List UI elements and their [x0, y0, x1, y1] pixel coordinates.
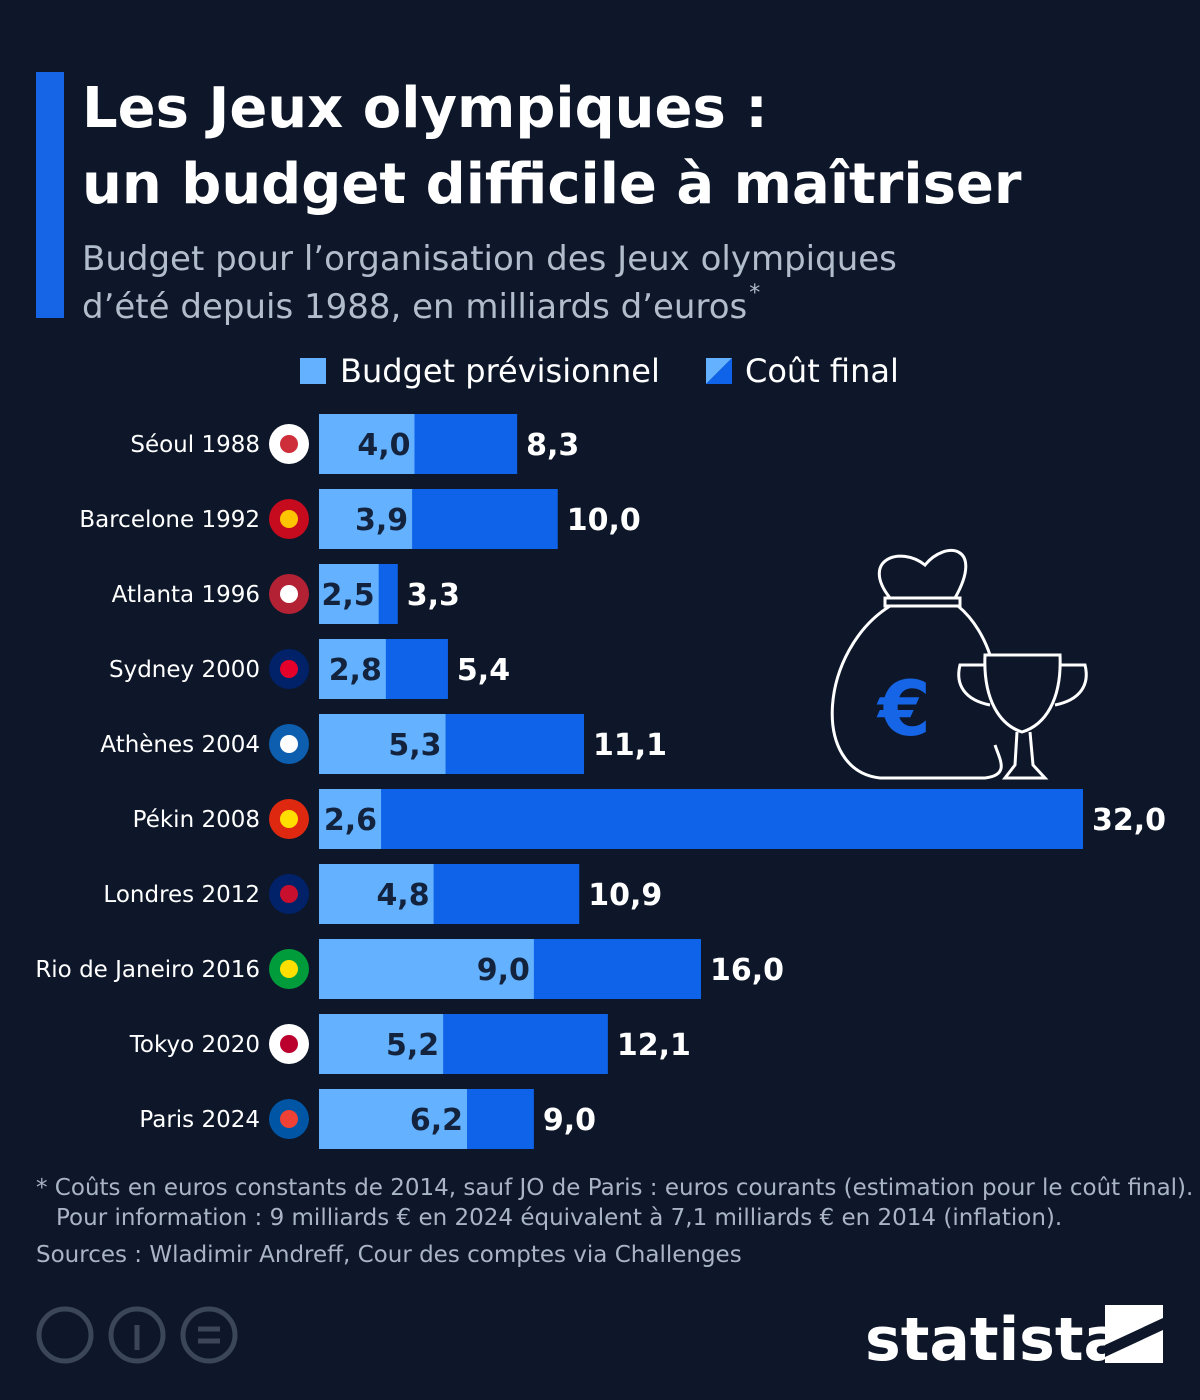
value-label: 2,8: [329, 653, 382, 688]
flag: [280, 435, 298, 453]
value-label: 2,6: [324, 803, 377, 838]
value-label: 3,3: [407, 578, 460, 613]
category-label: Pékin 2008: [133, 807, 260, 833]
flag: [280, 1035, 298, 1053]
flag: [280, 810, 298, 828]
bar-budget: [319, 939, 534, 999]
brand-logo: [1105, 1305, 1163, 1363]
bar-budget: [319, 714, 446, 774]
bar-final: [319, 789, 1083, 849]
value-label: 3,9: [355, 503, 408, 538]
euro-icon: €: [876, 664, 931, 753]
footnote: * Coûts en euros constants de 2014, sauf…: [36, 1175, 1193, 1201]
value-label: 5,4: [457, 653, 510, 688]
brand: statista: [865, 1305, 1124, 1375]
legend-label: Coût final: [745, 352, 899, 390]
license-icons: [36, 1306, 238, 1364]
flag: [280, 960, 298, 978]
legend-swatch: [706, 358, 732, 384]
value-label: 8,3: [526, 428, 579, 463]
category-label: Sydney 2000: [109, 657, 260, 683]
category-label: Barcelone 1992: [79, 507, 260, 533]
bar-budget: [319, 414, 415, 474]
flag: [280, 1110, 298, 1128]
flag: [280, 510, 298, 528]
flag: [280, 735, 298, 753]
value-label: 6,2: [410, 1103, 463, 1138]
value-label: 5,3: [388, 728, 441, 763]
bar-budget: [319, 789, 382, 849]
bar-budget: [319, 1014, 444, 1074]
legend-swatch: [300, 358, 326, 384]
money-icon: [830, 549, 1088, 780]
category-label: Rio de Janeiro 2016: [35, 957, 260, 983]
category-label: Londres 2012: [103, 882, 260, 908]
value-label: 2,5: [322, 578, 375, 613]
subtitle: d’été depuis 1988, en milliards d’euros: [82, 287, 747, 327]
category-label: Paris 2024: [139, 1107, 260, 1133]
flag: [280, 585, 298, 603]
bar-budget: [319, 1089, 468, 1149]
value-label: 12,1: [617, 1028, 691, 1063]
accent-bar: [36, 72, 64, 318]
value-label: 32,0: [1092, 803, 1166, 838]
subtitle: Budget pour l’organisation des Jeux olym…: [82, 239, 897, 279]
value-label: 4,8: [376, 878, 429, 913]
value-label: 16,0: [710, 953, 784, 988]
bar-budget: [319, 864, 434, 924]
value-label: 10,0: [567, 503, 641, 538]
flag: [280, 885, 298, 903]
value-label: 9,0: [543, 1103, 596, 1138]
value-label: 11,1: [593, 728, 667, 763]
chart-title: Les Jeux olympiques :: [82, 76, 768, 141]
value-label: 4,0: [357, 428, 410, 463]
value-label: 5,2: [386, 1028, 439, 1063]
bar-budget: [319, 489, 413, 549]
category-label: Atlanta 1996: [112, 582, 260, 608]
legend-label: Budget prévisionnel: [340, 352, 660, 390]
bar-budget: [319, 564, 379, 624]
chart-title: un budget difficile à maîtriser: [82, 152, 1022, 217]
value-label: 9,0: [477, 953, 530, 988]
category-label: Athènes 2004: [100, 732, 260, 758]
category-label: Séoul 1988: [130, 432, 260, 458]
bar-budget: [319, 639, 386, 699]
category-label: Tokyo 2020: [129, 1032, 260, 1058]
source: Sources : Wladimir Andreff, Cour des com…: [36, 1242, 742, 1268]
subtitle-mark: *: [749, 281, 760, 306]
footnote: Pour information : 9 milliards € en 2024…: [56, 1205, 1062, 1231]
value-label: 10,9: [588, 878, 662, 913]
flag: [280, 660, 298, 678]
